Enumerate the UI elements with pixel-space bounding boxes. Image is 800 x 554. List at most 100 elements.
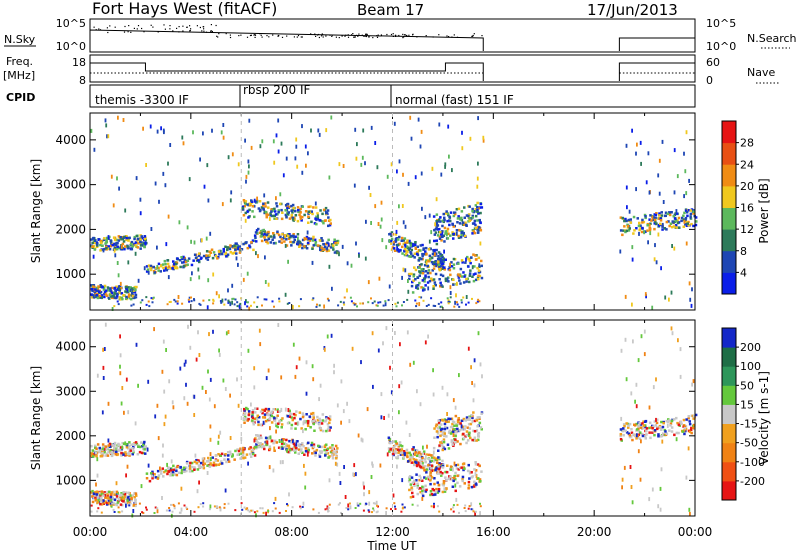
echo-cell	[452, 257, 456, 261]
echo-cell	[320, 445, 323, 449]
echo-cell	[364, 256, 367, 261]
echo-cell	[134, 244, 137, 247]
echo-cell	[91, 453, 94, 456]
echo-cell	[463, 234, 467, 238]
scan-point	[347, 36, 350, 38]
echo-cell	[466, 277, 469, 280]
echo-cell	[378, 276, 381, 281]
echo-cell	[183, 260, 186, 264]
echo-cell	[450, 261, 453, 264]
echo-cell	[402, 242, 405, 246]
echo-cell	[256, 510, 259, 513]
echo-cell	[243, 456, 247, 459]
echo-cell	[218, 352, 221, 357]
echo-cell	[135, 342, 138, 347]
echo-cell	[468, 418, 471, 421]
colorbar-swatch	[722, 366, 736, 386]
echo-cell	[416, 276, 420, 279]
echo-cell	[685, 224, 689, 227]
echo-cell	[256, 414, 259, 417]
echo-cell	[175, 262, 178, 266]
echo-cell	[653, 227, 656, 231]
echo-cell	[426, 281, 430, 284]
echo-cell	[353, 303, 356, 306]
echo-cell	[434, 252, 436, 257]
echo-cell	[452, 433, 455, 438]
echo-cell	[207, 278, 210, 283]
echo-cell	[145, 447, 148, 450]
echo-cell	[452, 283, 455, 286]
echo-cell	[190, 300, 193, 303]
echo-cell	[440, 239, 443, 242]
echo-cell	[251, 210, 254, 213]
echo-cell	[182, 255, 185, 259]
echo-cell	[411, 291, 415, 294]
echo-cell	[206, 464, 209, 467]
echo-cell	[664, 295, 667, 300]
echo-cell	[115, 495, 119, 498]
echo-cell	[370, 297, 372, 300]
echo-cell	[306, 452, 309, 457]
echo-cell	[299, 445, 302, 448]
echo-cell	[456, 221, 459, 224]
echo-cell	[469, 261, 472, 265]
echo-cell	[431, 252, 435, 256]
scan-point	[412, 34, 414, 36]
echo-cell	[113, 441, 117, 445]
echo-cell	[119, 496, 122, 500]
echo-cell	[478, 417, 481, 420]
echo-cell	[440, 441, 443, 445]
echo-cell	[668, 211, 671, 214]
echo-cell	[425, 259, 428, 262]
echo-cell	[208, 465, 212, 468]
echo-cell	[423, 288, 426, 291]
echo-cell	[90, 510, 93, 513]
echo-cell	[472, 510, 475, 513]
echo-cell	[411, 495, 415, 498]
echo-cell	[683, 219, 686, 224]
echo-cell	[415, 454, 419, 457]
echo-cell	[453, 305, 456, 308]
echo-cell	[103, 450, 106, 454]
echo-cell	[263, 416, 267, 419]
echo-cell	[291, 211, 294, 214]
echo-cell	[453, 428, 456, 431]
echo-cell	[673, 433, 676, 437]
echo-cell	[93, 147, 96, 152]
echo-cell	[429, 474, 433, 478]
scan-point	[225, 33, 227, 35]
scan-point	[402, 33, 404, 35]
echo-cell	[250, 450, 254, 453]
echo-cell	[167, 214, 170, 219]
echo-cell	[425, 453, 428, 456]
echo-cell	[436, 505, 439, 508]
echo-cell	[153, 271, 157, 274]
echo-cell	[114, 289, 117, 292]
echo-cell	[649, 231, 652, 236]
echo-cell	[668, 419, 671, 422]
echo-cell	[446, 464, 449, 467]
scan-point	[278, 35, 280, 37]
echo-cell	[305, 391, 308, 396]
echo-cell	[368, 185, 370, 190]
echo-cell	[410, 486, 413, 489]
echo-cell	[102, 494, 105, 497]
echo-cell	[175, 469, 178, 473]
echo-cell	[459, 282, 462, 285]
echo-cell	[457, 228, 461, 232]
echo-cell	[309, 205, 312, 208]
echo-cell	[477, 298, 480, 301]
echo-cell	[446, 232, 448, 237]
echo-cell	[477, 277, 480, 281]
echo-cell	[254, 407, 257, 410]
echo-cell	[136, 239, 139, 242]
echo-cell	[430, 469, 434, 472]
echo-cell	[385, 245, 388, 250]
echo-cell	[322, 248, 326, 251]
echo-cell	[199, 157, 201, 162]
echo-cell	[311, 364, 314, 369]
echo-cell	[690, 222, 693, 226]
echo-cell	[94, 288, 97, 291]
echo-cell	[211, 256, 215, 260]
echo-cell	[284, 243, 287, 248]
